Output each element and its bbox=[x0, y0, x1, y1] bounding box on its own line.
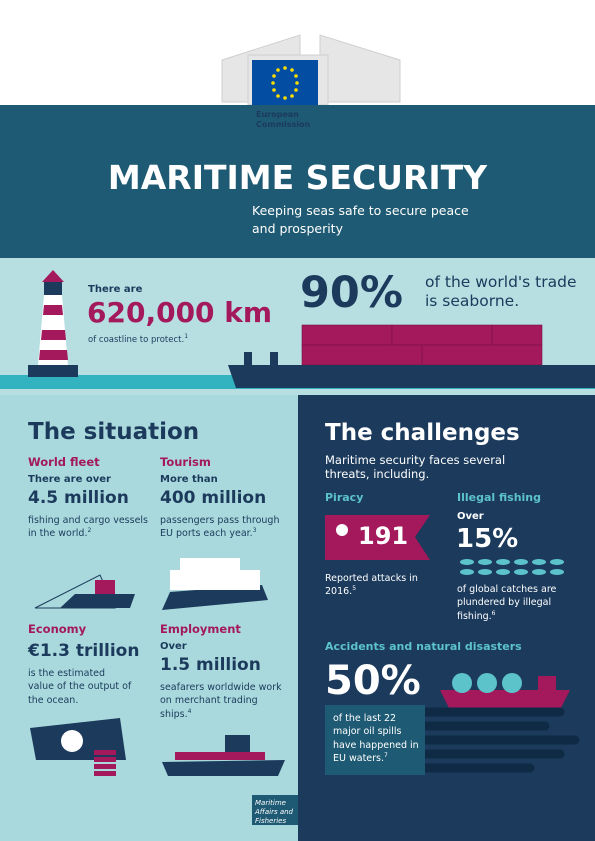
item-figure: €1.3 trillion bbox=[28, 641, 140, 661]
footnote: 6 bbox=[491, 609, 496, 617]
footnote: 5 bbox=[352, 585, 357, 593]
challenges-intro: Maritime security faces several threats,… bbox=[325, 453, 506, 482]
piracy-text: Reported attacks in 2016.5 bbox=[325, 572, 420, 599]
challenges-title: The challenges bbox=[325, 420, 520, 446]
piracy-text: Reported attacks in 2016. bbox=[325, 573, 418, 598]
item-intro: There are over bbox=[28, 474, 111, 485]
accidents-text: of the last 22 major oil spills have hap… bbox=[333, 713, 419, 765]
item-text: fishing and cargo vessels in the world.2 bbox=[28, 514, 150, 541]
footnote: 1 bbox=[184, 333, 189, 340]
item-intro: Over bbox=[160, 641, 187, 652]
footnote: 7 bbox=[384, 751, 388, 759]
item-text: fishing and cargo vessels in the world. bbox=[28, 515, 149, 540]
piracy-figure: 191 bbox=[358, 522, 409, 550]
fishing-heading: Illegal fishing bbox=[457, 491, 541, 504]
title: MARITIME SECURITY bbox=[107, 158, 488, 197]
situation-title: The situation bbox=[28, 419, 200, 445]
item-heading: Economy bbox=[28, 622, 87, 636]
footnote: 2 bbox=[87, 527, 92, 535]
coast-text: of coastline to protect.1 bbox=[88, 333, 188, 345]
fishing-intro: Over bbox=[457, 511, 484, 522]
trade-text: of the world's trade is seaborne. bbox=[425, 273, 577, 310]
item-heading: Tourism bbox=[160, 455, 211, 469]
logo-line: Commission bbox=[256, 120, 311, 129]
item-text: is the estimated value of the output of … bbox=[28, 667, 133, 707]
item-text: seafarers worldwide work on merchant tra… bbox=[160, 681, 282, 721]
item-text: passengers pass through EU ports each ye… bbox=[160, 515, 280, 540]
item-heading: World fleet bbox=[28, 455, 100, 469]
trade-figure: 90% bbox=[300, 268, 403, 318]
item-heading: Employment bbox=[160, 622, 241, 636]
footer: Maritime Affairs and Fisheries bbox=[255, 799, 293, 825]
subtitle: Keeping seas safe to secure peace and pr… bbox=[252, 203, 469, 237]
accidents-heading: Accidents and natural disasters bbox=[325, 640, 522, 653]
footnote: 3 bbox=[252, 527, 257, 535]
fishing-text: of global catches are plundered by illeg… bbox=[457, 583, 572, 623]
fishing-text: of global catches are plundered by illeg… bbox=[457, 584, 557, 622]
footnote: 4 bbox=[187, 707, 192, 715]
coast-text: of coastline to protect. bbox=[88, 334, 185, 345]
coast-figure: 620,000 km bbox=[87, 296, 273, 329]
coast-intro: There are bbox=[88, 284, 143, 295]
accidents-text: of the last 22 major oil spills have hap… bbox=[333, 712, 423, 765]
item-figure: 4.5 million bbox=[28, 488, 129, 508]
item-text: seafarers worldwide work on merchant tra… bbox=[160, 682, 282, 720]
item-intro: More than bbox=[160, 474, 218, 485]
item-text: is the estimated value of the output of … bbox=[28, 668, 132, 706]
logo-line: European bbox=[256, 110, 299, 119]
item-figure: 400 million bbox=[160, 488, 267, 508]
accidents-figure: 50% bbox=[325, 658, 421, 704]
fishing-figure: 15% bbox=[456, 524, 519, 554]
item-text: passengers pass through EU ports each ye… bbox=[160, 514, 282, 541]
piracy-heading: Piracy bbox=[325, 491, 364, 504]
item-figure: 1.5 million bbox=[160, 655, 261, 675]
